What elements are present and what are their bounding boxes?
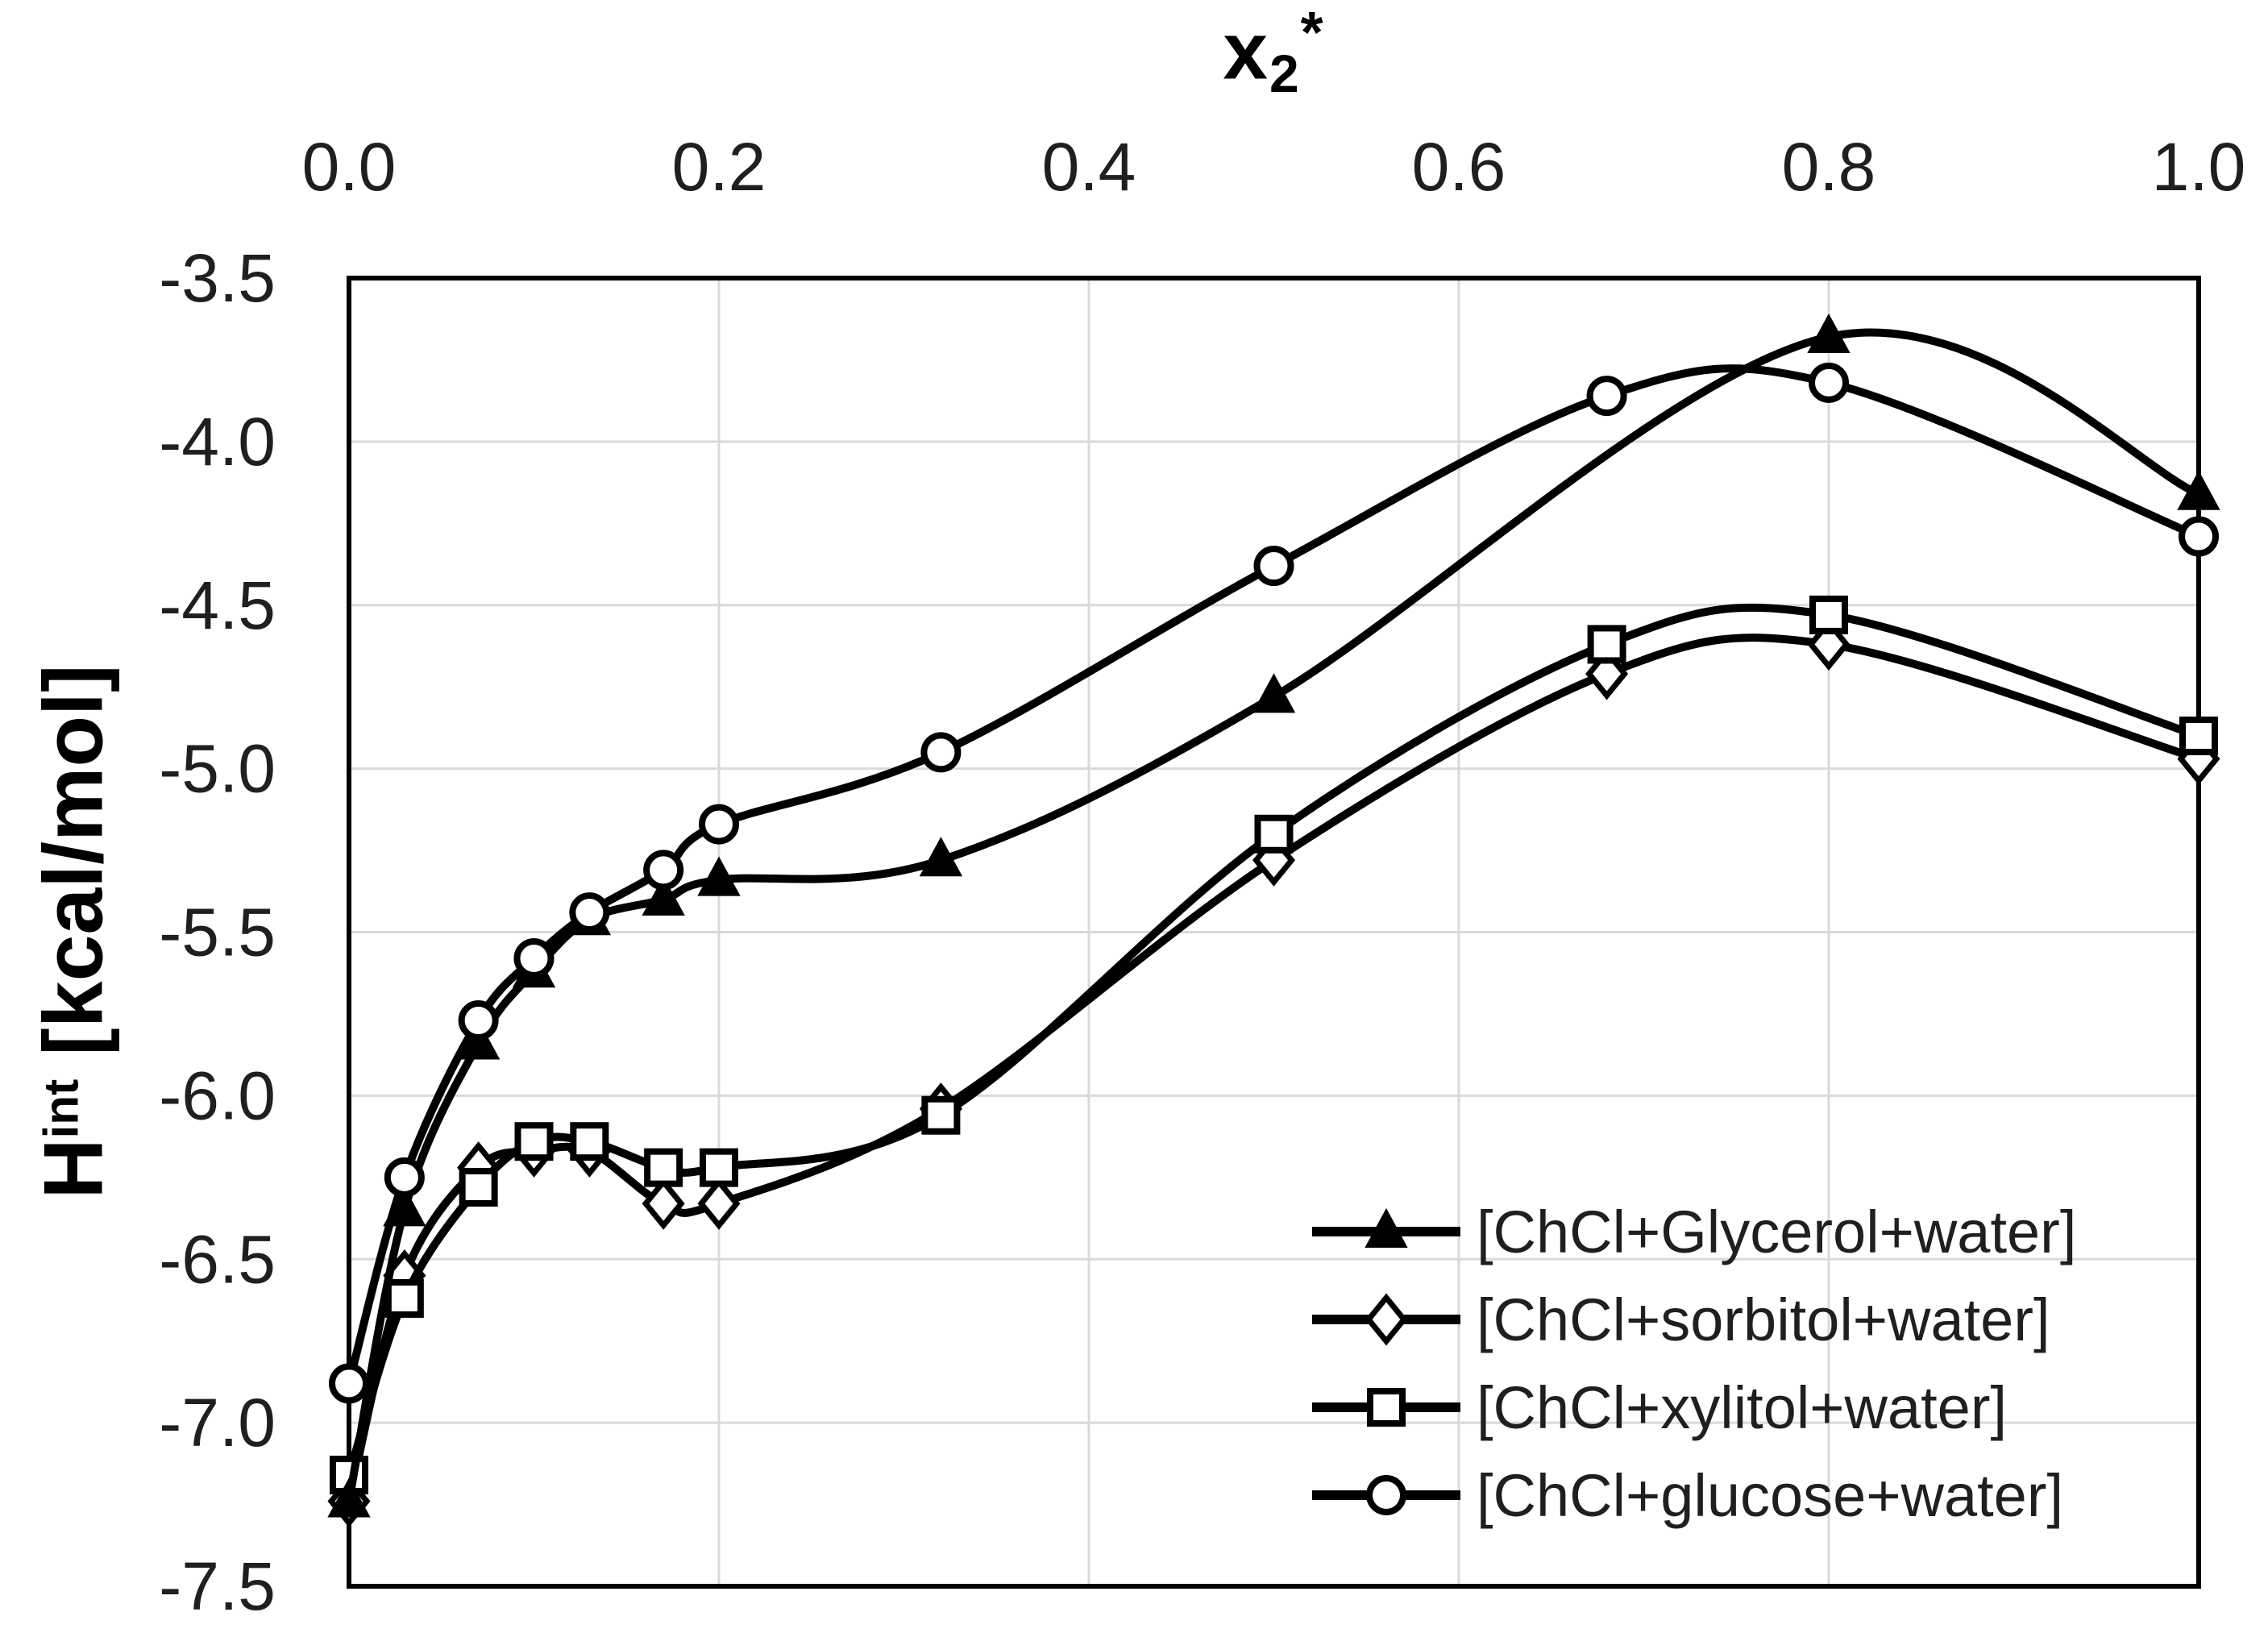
circle-marker-icon — [569, 892, 610, 933]
square-marker-icon — [921, 1095, 961, 1135]
x-axis-title-superscript: * — [1300, 1, 1325, 65]
square-marker-icon — [330, 1456, 368, 1495]
plot-border — [347, 276, 2201, 1589]
circle-marker-icon — [384, 1157, 425, 1198]
circle-marker-icon — [513, 937, 555, 979]
legend-diamond-open-icon — [1365, 1293, 1408, 1346]
triangle-marker-icon — [327, 1477, 371, 1518]
x-axis-tick-label: 0.2 — [672, 129, 766, 205]
square-marker-icon — [1587, 625, 1626, 664]
square-marker-icon — [700, 1148, 738, 1187]
circle-marker-icon — [1809, 362, 1849, 403]
y-axis-tick-label: -6.5 — [159, 1221, 276, 1297]
legend-label: [ChCl+Glycerol+water] — [1477, 1199, 2076, 1265]
square-marker-icon — [1809, 595, 1848, 634]
circle-marker-icon — [920, 732, 962, 773]
diamond-marker-icon — [697, 1177, 741, 1230]
y-axis-tick-label: -6.0 — [159, 1058, 276, 1133]
triangle-marker-icon — [642, 875, 685, 916]
circle-marker-icon — [1253, 546, 1294, 587]
x-axis-title-subscript: 2 — [1269, 43, 1301, 103]
y-axis-tick-label: -4.0 — [159, 404, 276, 480]
square-marker-icon — [1254, 814, 1294, 854]
circle-marker-icon — [458, 1000, 499, 1041]
y-axis-tick-label: -5.0 — [159, 731, 276, 807]
x-axis-tick-label: 0.0 — [302, 129, 397, 205]
y-axis-tick-label: -4.5 — [159, 567, 276, 643]
legend-label: [ChCl+sorbitol+water] — [1477, 1286, 2050, 1353]
triangle-marker-icon — [697, 856, 741, 896]
legend-label: [ChCl+glucose+water] — [1477, 1462, 2063, 1529]
y-axis-tick-label: -5.5 — [159, 895, 276, 970]
square-marker-icon — [2179, 717, 2218, 756]
y-axis-tick-label: -3.5 — [159, 240, 276, 316]
series-line — [345, 634, 2203, 1506]
legend-circle-open-icon — [1366, 1475, 1406, 1515]
x-axis-tick-label: 1.0 — [2152, 129, 2246, 205]
legend-label: [ChCl+xylitol+water] — [1477, 1374, 2007, 1441]
x-axis-tick-label: 0.8 — [1782, 129, 1876, 205]
x-axis-tick-label: 0.4 — [1042, 129, 1136, 205]
legend-square-open-icon — [1367, 1388, 1406, 1427]
square-marker-icon — [514, 1122, 554, 1161]
x-axis-title: x2* — [349, 0, 2199, 104]
diamond-marker-icon — [642, 1177, 685, 1230]
circle-marker-icon — [329, 1363, 369, 1404]
square-marker-icon — [644, 1148, 683, 1187]
square-marker-icon — [570, 1122, 609, 1161]
legend-triangle-filled-icon — [1365, 1207, 1408, 1248]
x-axis-title-base: x — [1223, 6, 1269, 97]
circle-marker-icon — [643, 850, 684, 891]
triangle-marker-icon — [2177, 470, 2220, 510]
square-marker-icon — [384, 1278, 424, 1318]
triangle-marker-icon — [1807, 313, 1851, 354]
triangle-marker-icon — [1252, 673, 1296, 713]
triangle-marker-icon — [919, 837, 963, 877]
circle-marker-icon — [1586, 376, 1627, 417]
y-axis-tick-label: -7.5 — [159, 1548, 276, 1624]
y-axis-tick-label: -7.0 — [159, 1385, 276, 1461]
x-axis-tick-label: 0.6 — [1412, 129, 1506, 205]
square-marker-icon — [459, 1167, 498, 1207]
circle-marker-icon — [699, 804, 739, 845]
circle-marker-icon — [2179, 516, 2219, 557]
